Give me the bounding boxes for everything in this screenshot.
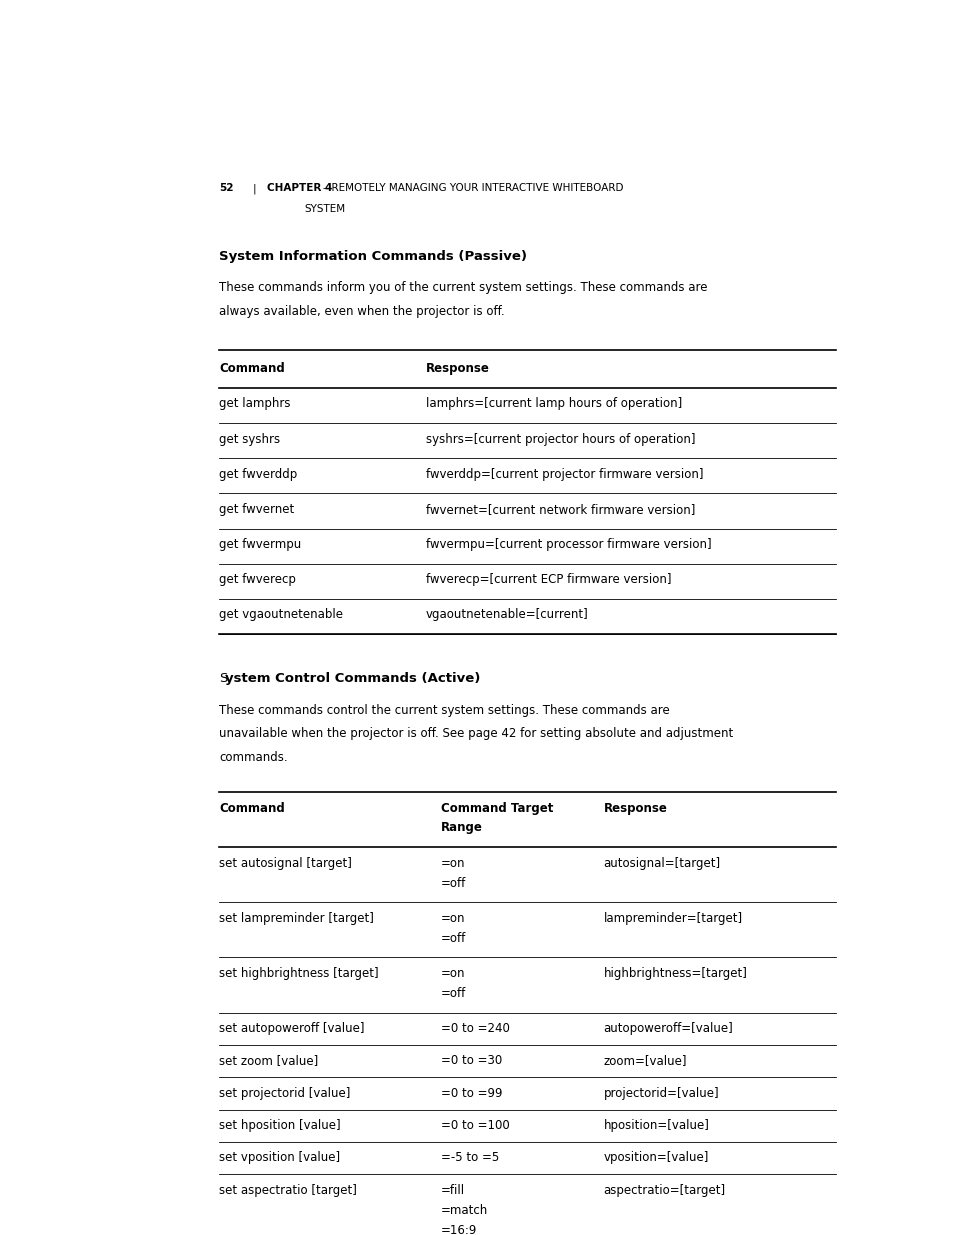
Text: Response: Response <box>426 362 490 375</box>
Text: commands.: commands. <box>219 751 288 764</box>
Text: =match: =match <box>440 1204 488 1216</box>
Text: set aspectratio [target]: set aspectratio [target] <box>219 1184 356 1197</box>
Text: hposition=[value]: hposition=[value] <box>603 1119 709 1132</box>
Text: unavailable when the projector is off. See page 42 for setting absolute and adju: unavailable when the projector is off. S… <box>219 727 733 740</box>
Text: get fwverddp: get fwverddp <box>219 468 297 480</box>
Text: 52: 52 <box>219 183 233 194</box>
Text: always available, even when the projector is off.: always available, even when the projecto… <box>219 305 504 319</box>
Text: highbrightness=[target]: highbrightness=[target] <box>603 967 746 979</box>
Text: vgaoutnetenable=[current]: vgaoutnetenable=[current] <box>426 609 588 621</box>
Text: These commands inform you of the current system settings. These commands are: These commands inform you of the current… <box>219 282 707 294</box>
Text: =0 to =240: =0 to =240 <box>440 1023 509 1035</box>
Text: – REMOTELY MANAGING YOUR INTERACTIVE WHITEBOARD: – REMOTELY MANAGING YOUR INTERACTIVE WHI… <box>322 183 622 194</box>
Text: set autosignal [target]: set autosignal [target] <box>219 857 352 869</box>
Text: =on: =on <box>440 857 465 869</box>
Text: fwvermpu=[current processor firmware version]: fwvermpu=[current processor firmware ver… <box>426 538 711 551</box>
Text: |: | <box>252 183 255 194</box>
Text: =0 to =100: =0 to =100 <box>440 1119 509 1132</box>
Text: get fwverecp: get fwverecp <box>219 573 295 587</box>
Text: =off: =off <box>440 987 466 1000</box>
Text: =off: =off <box>440 877 466 889</box>
Text: autosignal=[target]: autosignal=[target] <box>603 857 720 869</box>
Text: =off: =off <box>440 931 466 945</box>
Text: =16:9: =16:9 <box>440 1224 476 1235</box>
Text: set hposition [value]: set hposition [value] <box>219 1119 340 1132</box>
Text: fwvernet=[current network firmware version]: fwvernet=[current network firmware versi… <box>426 503 695 516</box>
Text: SYSTEM: SYSTEM <box>304 204 345 215</box>
Text: set zoom [value]: set zoom [value] <box>219 1055 318 1067</box>
Text: set vposition [value]: set vposition [value] <box>219 1151 340 1165</box>
Text: set projectorid [value]: set projectorid [value] <box>219 1087 350 1100</box>
Text: =-5 to =5: =-5 to =5 <box>440 1151 498 1165</box>
Text: lampreminder=[target]: lampreminder=[target] <box>603 911 741 925</box>
Text: S: S <box>219 672 227 685</box>
Text: Command Target: Command Target <box>440 802 553 815</box>
Text: Command: Command <box>219 802 285 815</box>
Text: =0 to =99: =0 to =99 <box>440 1087 502 1100</box>
Text: System Information Commands (Passive): System Information Commands (Passive) <box>219 249 526 263</box>
Text: These commands control the current system settings. These commands are: These commands control the current syste… <box>219 704 669 716</box>
Text: lamphrs=[current lamp hours of operation]: lamphrs=[current lamp hours of operation… <box>426 398 681 410</box>
Text: Range: Range <box>440 821 482 835</box>
Text: set lampreminder [target]: set lampreminder [target] <box>219 911 374 925</box>
Text: vposition=[value]: vposition=[value] <box>603 1151 708 1165</box>
Text: =on: =on <box>440 911 465 925</box>
Text: projectorid=[value]: projectorid=[value] <box>603 1087 719 1100</box>
Text: set autopoweroff [value]: set autopoweroff [value] <box>219 1023 364 1035</box>
Text: ystem Control Commands (Active): ystem Control Commands (Active) <box>225 672 480 685</box>
Text: fwverecp=[current ECP firmware version]: fwverecp=[current ECP firmware version] <box>426 573 671 587</box>
Text: =fill: =fill <box>440 1184 464 1197</box>
Text: fwverddp=[current projector firmware version]: fwverddp=[current projector firmware ver… <box>426 468 703 480</box>
Text: CHAPTER 4: CHAPTER 4 <box>267 183 333 194</box>
Text: set highbrightness [target]: set highbrightness [target] <box>219 967 378 979</box>
Text: syshrs=[current projector hours of operation]: syshrs=[current projector hours of opera… <box>426 432 695 446</box>
Text: Command: Command <box>219 362 285 375</box>
Text: get syshrs: get syshrs <box>219 432 280 446</box>
Text: zoom=[value]: zoom=[value] <box>603 1055 686 1067</box>
Text: get vgaoutnetenable: get vgaoutnetenable <box>219 609 343 621</box>
Text: =on: =on <box>440 967 465 979</box>
Text: autopoweroff=[value]: autopoweroff=[value] <box>603 1023 733 1035</box>
Text: get fwvermpu: get fwvermpu <box>219 538 301 551</box>
Text: get fwvernet: get fwvernet <box>219 503 294 516</box>
Text: aspectratio=[target]: aspectratio=[target] <box>603 1184 725 1197</box>
Text: Response: Response <box>603 802 667 815</box>
Text: get lamphrs: get lamphrs <box>219 398 291 410</box>
Text: =0 to =30: =0 to =30 <box>440 1055 501 1067</box>
